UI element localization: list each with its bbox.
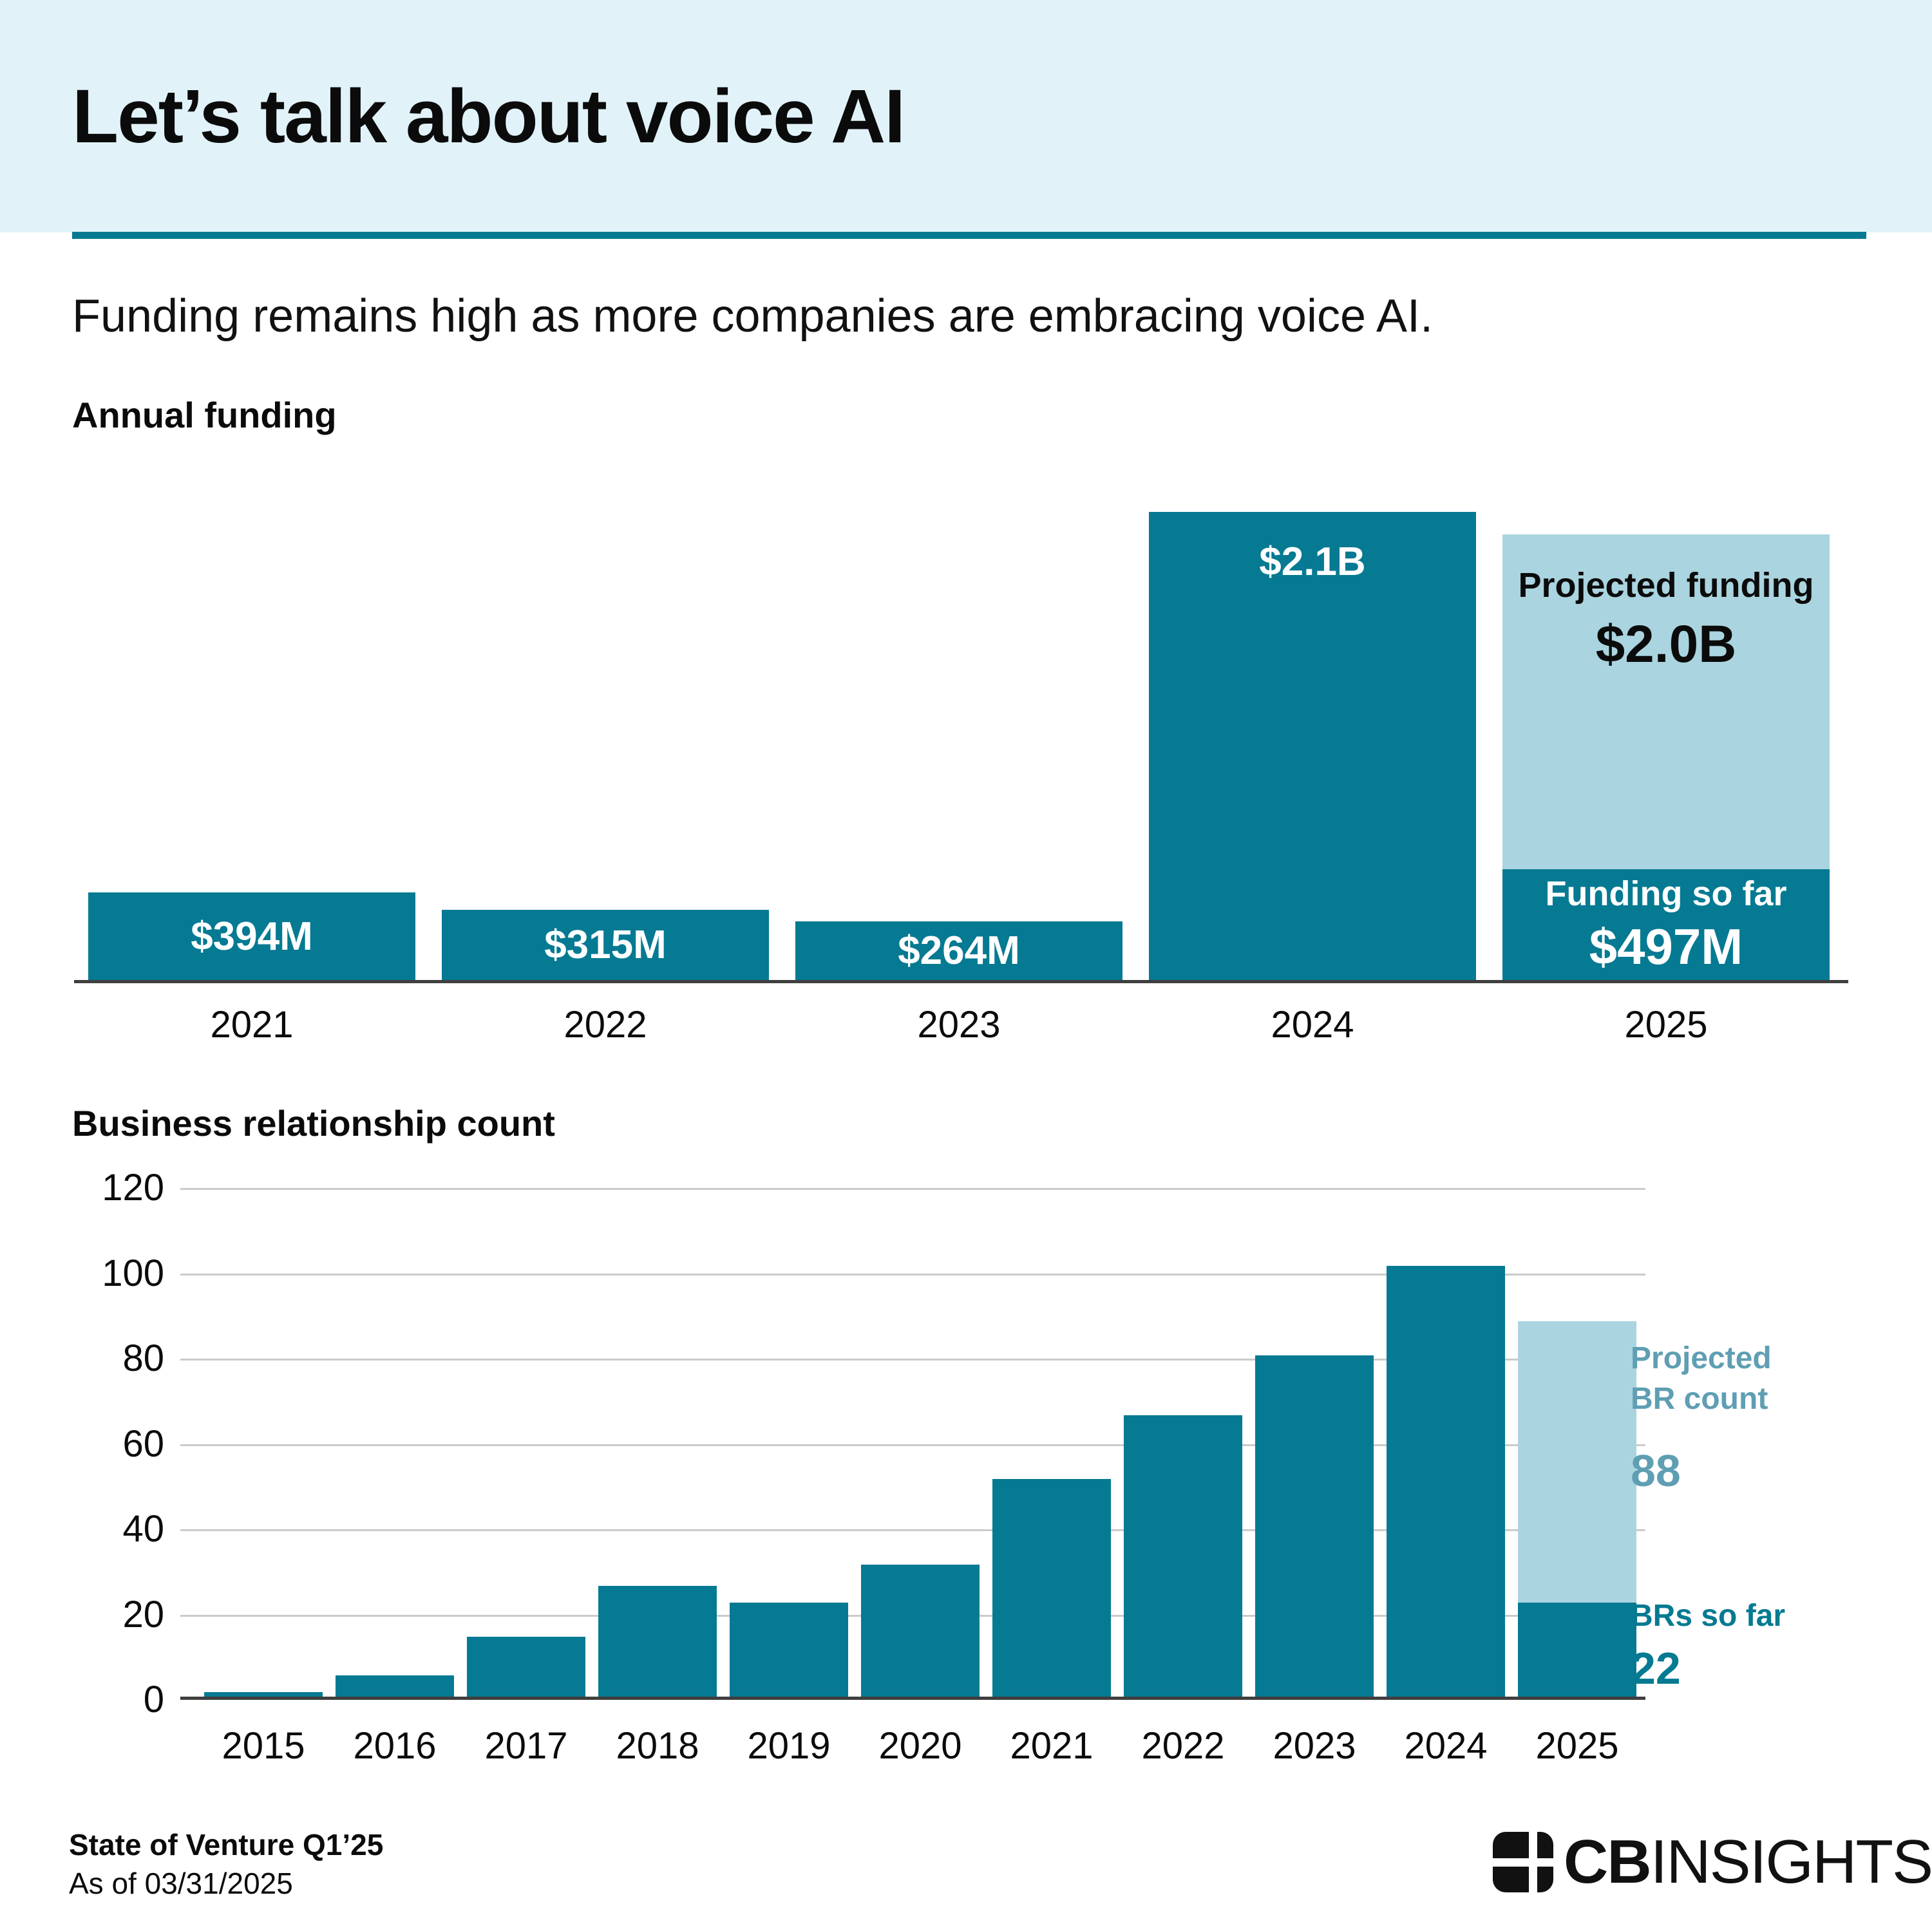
funding-x-tick-2023: 2023 [917,1004,1001,1046]
br-count-y-axis: 0 20 40 60 80 100 120 [61,1169,164,1719]
logo-horizontal-slot [1493,1858,1553,1867]
gridline-80 [180,1359,1645,1361]
br-x-tick-2018: 2018 [616,1725,699,1767]
brs-so-far-value: 22 [1631,1643,1681,1693]
funding-x-tick-2024: 2024 [1271,1004,1354,1046]
page-title: Let’s talk about voice AI [72,74,905,159]
funding-so-far-value: $497M [1589,918,1743,975]
br-bar-2020 [861,1565,980,1697]
funding-bar-label-2023: $264M [898,928,1020,973]
funding-x-tick-2022: 2022 [564,1004,647,1046]
br-x-tick-2015: 2015 [222,1725,305,1767]
funding-bar-2023: $264M [795,921,1122,980]
br-bar-2021 [992,1479,1111,1697]
br-y-tick-100: 100 [102,1252,164,1294]
br-y-tick-120: 120 [102,1167,164,1209]
br-x-tick-2021: 2021 [1010,1725,1094,1767]
br-bar-2023 [1255,1355,1374,1697]
funding-x-tick-2025: 2025 [1624,1004,1708,1046]
projected-funding-value: $2.0B [1595,615,1737,673]
br-x-tick-2022: 2022 [1141,1725,1225,1767]
gridline-60 [180,1444,1645,1446]
br-bar-2019 [730,1603,848,1697]
brs-so-far-label: BRs so far [1631,1599,1786,1633]
br-y-tick-80: 80 [122,1337,164,1379]
br-x-tick-2016: 2016 [353,1725,437,1767]
funding-bar-2022: $315M [442,910,769,980]
header-band [0,0,1932,232]
br-x-tick-2025: 2025 [1535,1725,1619,1767]
funding-2025-projected-segment: Projected funding $2.0B [1502,534,1830,869]
br-bar-2017 [467,1637,585,1697]
br-x-tick-2023: 2023 [1273,1725,1356,1767]
br-x-tick-2024: 2024 [1404,1725,1488,1767]
br-y-tick-60: 60 [122,1423,164,1465]
funding-bar-2024: $2.1B [1149,512,1476,980]
br-count-title: Business relationship count [72,1103,555,1144]
logo-vertical-slot [1529,1832,1537,1892]
logo-insights: INSIGHTS [1650,1827,1932,1896]
funding-bar-label-2024: $2.1B [1259,540,1366,584]
br-bar-2022 [1124,1415,1242,1697]
logo-cb: CB [1564,1827,1652,1896]
funding-bar-2021: $394M [88,892,415,980]
annual-funding-chart: $394M $315M $264M $2.1B Projected funding $2.… [74,512,1848,983]
br-bar-2024 [1387,1266,1505,1697]
br-y-tick-0: 0 [143,1679,164,1720]
br-bar-2025-so-far [1518,1603,1636,1697]
subtitle: Funding remains high as more companies a… [72,290,1434,342]
br-x-tick-2017: 2017 [484,1725,568,1767]
br-count-chart [180,1188,1645,1700]
br-y-tick-20: 20 [122,1594,164,1635]
cbinsights-logo-text: CBINSIGHTS [1564,1831,1932,1893]
funding-so-far-label: Funding so far [1545,874,1787,913]
br-bar-2018 [598,1586,717,1697]
funding-x-tick-2021: 2021 [210,1004,294,1046]
funding-2025-so-far-segment: Funding so far $497M [1502,869,1830,980]
footer-source: State of Venture Q1’25 [69,1828,384,1861]
projected-br-count-label: Projected BR count [1631,1341,1772,1417]
cbinsights-logo: CBINSIGHTS [1493,1831,1932,1893]
header-divider [72,232,1866,239]
br-x-tick-2020: 2020 [878,1725,962,1767]
cbinsights-logo-icon [1493,1832,1553,1892]
projected-funding-label: Projected funding [1518,566,1814,605]
br-bar-2015 [204,1692,323,1697]
funding-bar-2025-stack: Projected funding $2.0B Funding so far $497… [1502,534,1830,980]
funding-bar-label-2021: $394M [191,914,313,959]
footer-as-of-date: As of 03/31/2025 [69,1867,293,1900]
br-y-tick-40: 40 [122,1508,164,1550]
funding-bar-label-2022: $315M [544,923,667,967]
br-bar-2016 [336,1675,454,1697]
gridline-40 [180,1529,1645,1531]
gridline-100 [180,1274,1645,1276]
gridline-120 [180,1188,1645,1190]
annual-funding-title: Annual funding [72,395,337,435]
projected-br-count-value: 88 [1631,1446,1681,1496]
br-x-tick-2019: 2019 [747,1725,831,1767]
